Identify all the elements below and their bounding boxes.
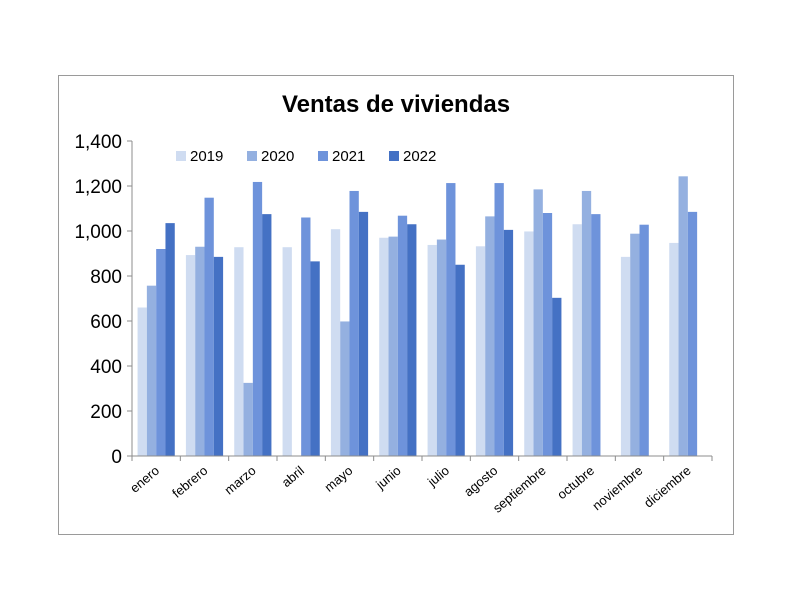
- bar: [252, 181, 263, 456]
- chart-frame: Ventas de viviendas 0 200 400 600 800 1,000 1,…: [58, 75, 734, 535]
- x-tick-label: julio: [424, 463, 452, 490]
- bar: [262, 214, 272, 456]
- legend: 2019 2020 2021 2022: [176, 148, 436, 165]
- bar: [340, 321, 350, 456]
- bar: [446, 183, 456, 456]
- y-tick-label: 1,000: [74, 222, 122, 243]
- x-tick-label: marzo: [221, 463, 258, 498]
- bar: [165, 223, 175, 456]
- bar: [678, 176, 688, 456]
- bars: [137, 176, 698, 456]
- bar: [524, 231, 534, 456]
- bar: [542, 213, 553, 456]
- bar: [485, 216, 495, 456]
- bar: [407, 224, 417, 456]
- bar: [310, 261, 320, 456]
- x-tick-label: octubre: [554, 463, 597, 502]
- bar: [669, 242, 679, 456]
- bar: [137, 307, 147, 456]
- x-tick-label: junio: [372, 463, 403, 493]
- y-tick-label: 1,400: [74, 132, 122, 153]
- bar: [243, 382, 253, 456]
- bar: [379, 237, 389, 456]
- legend-label: 2020: [261, 148, 294, 165]
- bar: [687, 211, 698, 456]
- bar: [503, 229, 514, 456]
- y-tick-label: 400: [90, 357, 122, 378]
- legend-swatch: [389, 151, 399, 161]
- bar-chart: Ventas de viviendas 0 200 400 600 800 1,000 1,…: [74, 91, 713, 516]
- bar: [330, 229, 341, 456]
- bar: [533, 189, 543, 456]
- legend-label: 2022: [403, 148, 436, 165]
- y-tick-label: 200: [90, 402, 122, 423]
- bar: [397, 215, 408, 456]
- bar: [195, 246, 205, 456]
- legend-label: 2019: [190, 148, 223, 165]
- bar: [591, 214, 601, 456]
- bar: [358, 211, 369, 456]
- x-tick-label: septiembre: [490, 463, 549, 516]
- bar: [204, 197, 214, 456]
- x-tick-label: diciembre: [641, 463, 694, 511]
- x-tick-label: noviembre: [589, 463, 645, 514]
- bar: [552, 297, 562, 456]
- bar: [388, 236, 398, 456]
- legend-label: 2021: [332, 148, 365, 165]
- x-tick-label: abril: [279, 463, 308, 490]
- y-axis: 0 200 400 600 800 1,000 1,200 1,400: [74, 132, 133, 468]
- bar: [455, 264, 465, 456]
- x-tick-label: enero: [127, 463, 162, 496]
- y-tick-label: 0: [111, 447, 122, 468]
- x-tick-label: mayo: [321, 463, 355, 495]
- x-tick-label: febrero: [169, 463, 210, 501]
- x-axis: enero febrero marzo abril mayo junio julio agos…: [127, 455, 713, 516]
- y-tick-label: 800: [90, 267, 122, 288]
- chart-title: Ventas de viviendas: [282, 91, 510, 118]
- legend-swatch: [318, 151, 328, 161]
- bar: [427, 244, 437, 456]
- bar: [639, 224, 649, 456]
- bar: [301, 217, 311, 456]
- bar: [475, 246, 486, 456]
- bar: [156, 249, 166, 456]
- bar: [282, 247, 292, 456]
- x-tick-label: agosto: [461, 463, 501, 500]
- bar: [630, 233, 640, 456]
- bar: [185, 255, 196, 456]
- bar: [581, 190, 592, 456]
- y-tick-label: 600: [90, 312, 122, 333]
- legend-swatch: [176, 151, 186, 161]
- bar: [620, 256, 631, 456]
- bar: [213, 256, 224, 456]
- legend-swatch: [247, 151, 257, 161]
- bar: [436, 239, 447, 456]
- bar: [572, 224, 582, 456]
- y-tick-label: 1,200: [74, 177, 122, 198]
- bar: [146, 285, 157, 456]
- bar: [234, 247, 244, 456]
- bar: [349, 190, 359, 456]
- bar: [494, 183, 504, 456]
